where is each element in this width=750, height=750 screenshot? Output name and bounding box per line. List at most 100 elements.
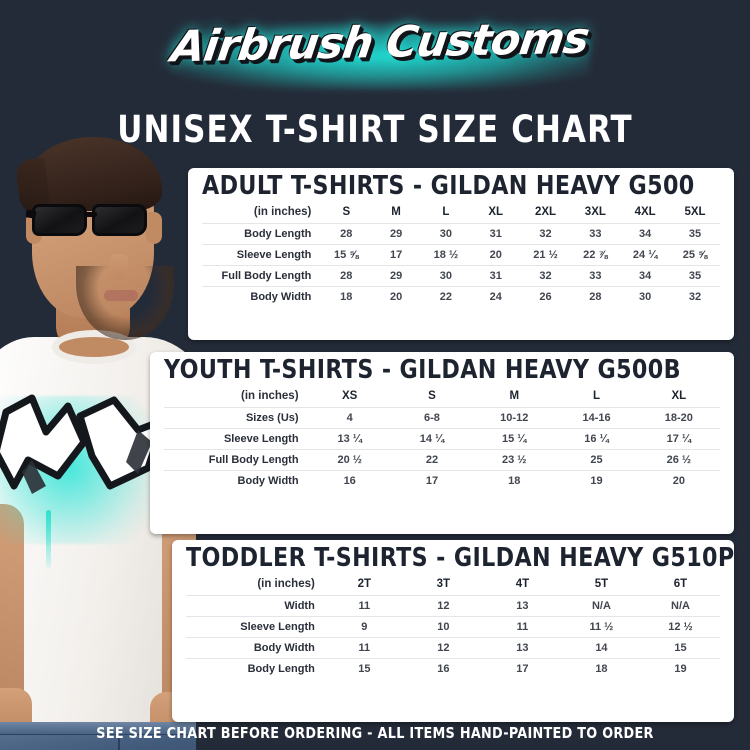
cell: 32 (688, 291, 702, 304)
row-label: Sleeve Length (236, 249, 312, 262)
cell: 14 ¼ (419, 433, 445, 446)
cell: 12 (437, 600, 450, 613)
cell: 18-20 (664, 412, 693, 425)
cell: 13 ¼ (337, 433, 362, 446)
table-header-row: (in inches) 2T 3T 4T 5T 6T (186, 574, 720, 596)
table-row: Sleeve Length 13 ¼ 14 ¼ 15 ¼ 16 ¼ 17 ¼ (164, 428, 720, 450)
cell: 15 ⅝ (334, 249, 359, 262)
cell: 28 (589, 291, 602, 304)
cell: 30 (439, 228, 453, 241)
cell: 30 (639, 291, 652, 304)
cell: 29 (389, 228, 403, 241)
cell: 12 (437, 642, 450, 655)
column-header: S (342, 206, 351, 219)
toddler-panel-title: TODDLER T-SHIRTS - GILDAN HEAVY G510P (186, 543, 735, 573)
cell: 28 (340, 270, 353, 283)
cell: 19 (590, 475, 603, 488)
column-header: XL (488, 206, 504, 219)
model-lips (104, 290, 138, 301)
cell: 18 (508, 475, 521, 488)
cell: 17 (516, 663, 529, 676)
cell: 32 (539, 228, 552, 241)
table-row: Width 11 12 13 N/A N/A (186, 595, 720, 617)
cell: 35 (688, 270, 702, 283)
cell: 11 (358, 600, 371, 613)
youth-size-table: (in inches) XS S M L XL Sizes (Us) 4 6-8… (164, 386, 720, 491)
cell: 20 (389, 291, 403, 304)
cell: 32 (539, 270, 552, 283)
model-jeans-waistband (0, 722, 196, 735)
brand-logo: Airbrush Customs (150, 8, 610, 104)
logo-glow (170, 22, 590, 90)
row-label: Full Body Length (208, 454, 299, 467)
cell: 9 (361, 621, 368, 634)
row-label: Width (284, 600, 315, 613)
shirt-airbrush-art (0, 390, 178, 568)
column-header: 2XL (534, 206, 557, 219)
cell: 28 (340, 228, 353, 241)
cell: 22 (425, 454, 439, 467)
model-jeans-pocket (118, 738, 188, 750)
model-ear-right (146, 212, 162, 244)
column-header: 4T (515, 578, 530, 591)
sunglasses-lens-right (92, 204, 147, 236)
row-label: Full Body Length (221, 270, 312, 283)
column-header: 4XL (634, 206, 656, 219)
cell: 24 (489, 291, 502, 304)
column-header: 6T (673, 578, 688, 591)
cell: 10 (437, 621, 450, 634)
table-header-row: (in inches) XS S M L XL (164, 386, 720, 408)
table-row: Body Width 18 20 22 24 26 28 30 32 (202, 286, 720, 308)
cell: 15 (358, 663, 371, 676)
cell: 11 (358, 642, 371, 655)
cell: 4 (346, 412, 353, 425)
cell: 24 ¼ (632, 249, 658, 262)
footer-note: SEE SIZE CHART BEFORE ORDERING - ALL ITE… (96, 724, 654, 742)
cell: 17 (389, 249, 403, 262)
unit-label: (in inches) (257, 578, 315, 591)
cell: 13 (516, 642, 529, 655)
table-row: Body Width 16 17 18 19 20 (164, 470, 720, 492)
table-row: Sizes (Us) 4 6-8 10-12 14-16 18-20 (164, 407, 720, 429)
cell: 19 (674, 663, 687, 676)
row-label: Body Length (244, 228, 312, 241)
cell: 17 (425, 475, 439, 488)
youth-panel-title: YOUTH T-SHIRTS - GILDAN HEAVY G500B (164, 355, 681, 385)
cell: 31 (489, 228, 502, 241)
cell: 25 (590, 454, 603, 467)
cell: 26 ½ (666, 454, 692, 467)
cell: 22 (439, 291, 453, 304)
cell: 34 (639, 270, 652, 283)
cell: 23 ½ (502, 454, 527, 467)
sunglasses-icon (25, 202, 158, 238)
cell: 16 ¼ (584, 433, 609, 446)
cell: 15 ¼ (502, 433, 527, 446)
column-header: 5XL (684, 206, 706, 219)
table-row: Body Length 15 16 17 18 19 (186, 658, 720, 680)
sunglasses-temple-arm (25, 209, 37, 219)
cell: 33 (589, 270, 602, 283)
column-header: 3T (436, 578, 451, 591)
cell: 20 (489, 249, 502, 262)
cell: 34 (639, 228, 652, 241)
model-hair (24, 137, 162, 211)
cell: 6-8 (424, 412, 440, 425)
cell: 11 (516, 621, 529, 634)
cell: 31 (489, 270, 502, 283)
cell: 20 ½ (337, 454, 362, 467)
column-header: XS (342, 390, 358, 403)
column-header: S (428, 390, 436, 403)
cell: 16 (437, 663, 450, 676)
page-title: UNISEX T-SHIRT SIZE CHART (117, 108, 633, 151)
cell: N/A (591, 600, 611, 613)
logo-wordmark: Airbrush Customs (168, 13, 592, 73)
unit-label: (in inches) (241, 390, 299, 403)
column-header: 3XL (584, 206, 606, 219)
column-header: M (509, 390, 520, 403)
table-row: Body Length 28 29 30 31 32 33 34 35 (202, 223, 720, 245)
cell: 35 (688, 228, 702, 241)
cell: 16 (343, 475, 356, 488)
sunglasses-bridge (85, 212, 97, 217)
row-label: Body Width (253, 642, 315, 655)
cell: 15 (674, 642, 687, 655)
